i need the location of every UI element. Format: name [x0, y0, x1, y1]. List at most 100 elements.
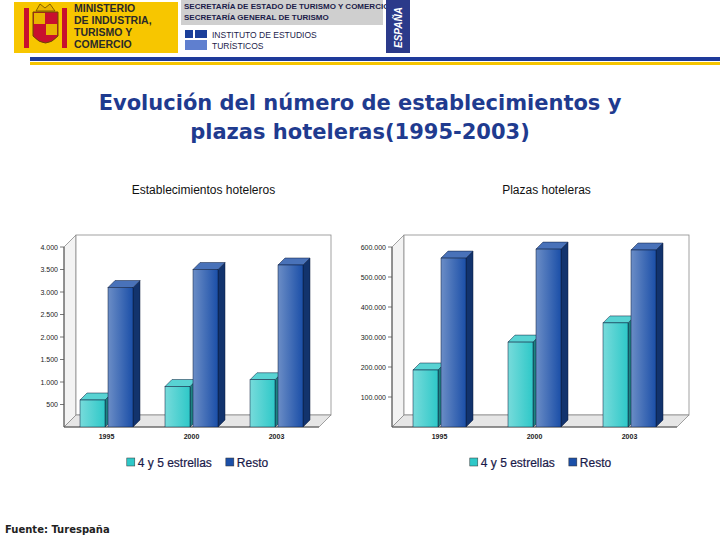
tick-label: 300.000 [361, 334, 386, 341]
tick-label: 400.000 [361, 304, 386, 311]
arms-quarter [34, 13, 45, 24]
arms-crown [36, 4, 55, 11]
chart: Plazas hoteleras 100.000 200.000 300.000 400… [361, 183, 689, 470]
legend-label: Resto [580, 456, 612, 470]
tick [388, 307, 392, 308]
category-label: 1995 [432, 433, 448, 440]
ministry-line: TURISMO Y [74, 26, 132, 38]
bar-side [656, 243, 663, 427]
institute-logo [195, 30, 207, 38]
tick-label: 2.000 [40, 334, 58, 341]
bar [193, 270, 218, 428]
tick [60, 247, 64, 248]
bar [631, 250, 656, 427]
bar [108, 288, 133, 428]
bar-top [278, 258, 310, 265]
bar-top [108, 281, 140, 288]
bar-top [165, 380, 197, 387]
title: Evolución del número de establecimientos… [99, 91, 622, 115]
institute-line: TURÍSTICOS [212, 41, 264, 51]
ministry-line: DE INDUSTRIA, [74, 14, 152, 26]
bar-top [193, 263, 225, 270]
bar-top [536, 242, 568, 249]
ministry-line: COMERCIO [74, 38, 132, 50]
ministry-logo-bg [14, 2, 178, 53]
tick-label: 500 [46, 401, 58, 408]
tick-label: 1.500 [40, 356, 58, 363]
ministry-line: MINISTERIO [74, 2, 135, 14]
tick-label: 100.000 [361, 394, 386, 401]
tick [60, 359, 64, 360]
arms-pillar [24, 8, 29, 48]
bar-top [508, 335, 540, 342]
chart-title: Establecimientos hoteleros [132, 183, 275, 197]
secretariat-line: SECRETARÍA DE ESTADO DE TURISMO Y COMERC… [184, 2, 389, 11]
bar-top [631, 243, 663, 250]
header: MINISTERIODE INDUSTRIA,TURISMO YCOMERCIO… [14, 0, 720, 65]
bar [278, 265, 303, 427]
legend-swatch [470, 458, 478, 466]
rule-yellow [30, 62, 720, 65]
tick-label: 3.500 [40, 266, 58, 273]
legend-label: 4 y 5 estrellas [481, 456, 555, 470]
bar-top [441, 251, 473, 258]
root: MINISTERIODE INDUSTRIA,TURISMO YCOMERCIO… [0, 0, 720, 540]
bars [80, 258, 310, 427]
arms-quarter [46, 24, 57, 35]
institute-logo [185, 40, 207, 50]
tick-label: 4.000 [40, 244, 58, 251]
bar-top [413, 363, 445, 370]
bar [603, 323, 628, 427]
tick [388, 397, 392, 398]
bar [536, 249, 561, 427]
bar-side [561, 242, 568, 427]
source: Fuente: Turespaña [5, 524, 110, 535]
tick [388, 247, 392, 248]
tick [60, 337, 64, 338]
legend: 4 y 5 estrellas Resto [127, 456, 269, 470]
tick-label: 200.000 [361, 364, 386, 371]
tick [388, 277, 392, 278]
secretariat-line: SECRETARÍA GENERAL DE TURISMO [184, 13, 329, 22]
category-label: 2000 [184, 433, 200, 440]
bar-top [603, 316, 635, 323]
bar [80, 400, 105, 427]
bar-side [466, 251, 473, 427]
bar [441, 258, 466, 427]
page: MINISTERIODE INDUSTRIA,TURISMO YCOMERCIO… [0, 0, 720, 540]
legend: 4 y 5 estrellas Resto [470, 456, 612, 470]
category-label: 1995 [99, 433, 115, 440]
bar [250, 380, 275, 427]
tick [60, 382, 64, 383]
bar-side [218, 263, 225, 428]
chart-title: Plazas hoteleras [502, 183, 591, 197]
bar [165, 387, 190, 428]
tick [60, 314, 64, 315]
bar [508, 342, 533, 427]
bar-top [250, 373, 282, 380]
bar [413, 370, 438, 427]
institute-line: INSTITUTO DE ESTUDIOS [212, 30, 317, 40]
slide: MINISTERIODE INDUSTRIA,TURISMO YCOMERCIO… [0, 0, 720, 540]
category-label: 2000 [527, 433, 543, 440]
tick [60, 269, 64, 270]
arms-pillar [62, 8, 67, 48]
legend-swatch [226, 458, 234, 466]
legend-label: 4 y 5 estrellas [138, 456, 212, 470]
category-label: 2003 [269, 433, 285, 440]
bar-side [303, 258, 310, 427]
legend-label: Resto [237, 456, 269, 470]
rule-blue [30, 57, 720, 61]
tick [60, 292, 64, 293]
arms-shield [33, 12, 58, 43]
tick-label: 1.000 [40, 379, 58, 386]
tick-label: 3.000 [40, 289, 58, 296]
tick [60, 404, 64, 405]
tick-label: 600.000 [361, 244, 386, 251]
chart: Establecimientos hoteleros 500 1.000 1.500 2… [40, 183, 331, 470]
tick [388, 337, 392, 338]
bar-side [133, 281, 140, 428]
category-label: 2003 [622, 433, 638, 440]
tick [388, 367, 392, 368]
tick-label: 500.000 [361, 274, 386, 281]
